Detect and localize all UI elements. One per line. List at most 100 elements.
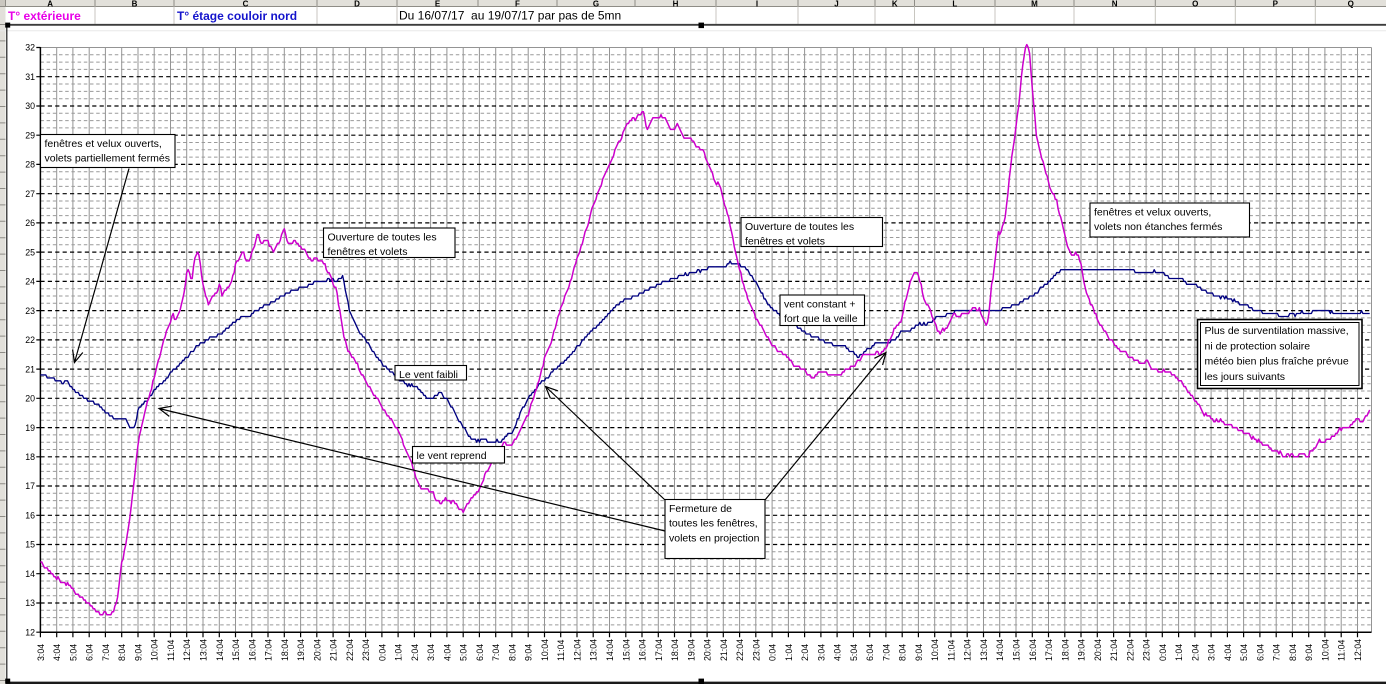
svg-text:7:04: 7:04 (1272, 644, 1282, 661)
svg-text:7:04: 7:04 (101, 644, 111, 661)
svg-text:21:04: 21:04 (719, 639, 729, 661)
svg-text:18:04: 18:04 (280, 639, 290, 661)
svg-text:21:04: 21:04 (1109, 639, 1119, 661)
svg-text:18: 18 (25, 452, 35, 462)
svg-text:fenêtres et volets: fenêtres et volets (328, 246, 408, 258)
svg-text:4:04: 4:04 (1223, 644, 1233, 661)
svg-text:14:04: 14:04 (995, 639, 1005, 661)
svg-text:3:04: 3:04 (1207, 644, 1217, 661)
svg-text:10:04: 10:04 (150, 639, 160, 661)
svg-text:E: E (435, 0, 441, 9)
svg-text:8:04: 8:04 (1288, 644, 1298, 661)
svg-text:20:04: 20:04 (312, 639, 322, 661)
svg-text:12:04: 12:04 (963, 639, 973, 661)
svg-text:8:04: 8:04 (507, 644, 517, 661)
svg-text:Du 16/07/17 au 19/07/17 par p: Du 16/07/17 au 19/07/17 par pas de 5mn (399, 9, 621, 23)
svg-text:Le vent faibli: Le vent faibli (399, 369, 458, 381)
svg-text:2:04: 2:04 (410, 644, 420, 661)
svg-text:18:04: 18:04 (1060, 639, 1070, 661)
svg-text:11:04: 11:04 (947, 640, 957, 661)
svg-text:T° étage couloir nord: T° étage couloir nord (177, 9, 297, 23)
svg-text:5:04: 5:04 (459, 644, 469, 661)
svg-text:25: 25 (25, 247, 35, 257)
svg-text:15:04: 15:04 (621, 639, 631, 661)
svg-text:6:04: 6:04 (85, 644, 95, 661)
svg-text:19:04: 19:04 (296, 639, 306, 661)
svg-text:volets en projection: volets en projection (669, 532, 760, 544)
svg-text:6:04: 6:04 (475, 644, 485, 661)
svg-text:12:04: 12:04 (1353, 639, 1363, 661)
svg-text:C: C (243, 0, 249, 9)
svg-text:32: 32 (25, 43, 35, 53)
svg-text:fenêtres et velux ouverts,: fenêtres et velux ouverts, (45, 138, 162, 150)
svg-text:16: 16 (25, 511, 35, 521)
svg-text:4:04: 4:04 (442, 644, 452, 661)
svg-text:11:04: 11:04 (1337, 640, 1347, 661)
svg-text:3:04: 3:04 (426, 644, 436, 661)
svg-text:5:04: 5:04 (68, 644, 78, 661)
svg-text:13:04: 13:04 (979, 639, 989, 661)
svg-text:J: J (834, 0, 838, 9)
svg-text:12:04: 12:04 (182, 639, 192, 661)
svg-text:0:04: 0:04 (768, 644, 778, 661)
svg-text:19:04: 19:04 (1077, 639, 1087, 661)
svg-text:10:04: 10:04 (540, 639, 550, 661)
svg-text:H: H (673, 0, 679, 9)
svg-text:1:04: 1:04 (784, 644, 794, 661)
svg-text:12: 12 (25, 627, 35, 637)
svg-text:M: M (1031, 0, 1038, 9)
svg-text:volets partiellement fermés: volets partiellement fermés (45, 153, 170, 165)
svg-text:T° extérieure: T° extérieure (8, 9, 81, 23)
svg-text:16:04: 16:04 (247, 639, 257, 661)
svg-text:0:04: 0:04 (377, 644, 387, 661)
svg-text:31: 31 (25, 72, 35, 82)
svg-text:17:04: 17:04 (264, 639, 274, 661)
svg-text:9:04: 9:04 (134, 644, 144, 661)
svg-text:15:04: 15:04 (1012, 639, 1022, 661)
svg-text:30: 30 (25, 101, 35, 111)
svg-text:19: 19 (25, 423, 35, 433)
svg-text:4:04: 4:04 (833, 644, 843, 661)
svg-text:16:04: 16:04 (1028, 639, 1038, 661)
svg-text:20:04: 20:04 (1093, 639, 1103, 661)
svg-text:10:04: 10:04 (1320, 639, 1330, 661)
svg-text:1:04: 1:04 (394, 644, 404, 661)
svg-text:23:04: 23:04 (1142, 639, 1152, 661)
svg-text:9:04: 9:04 (914, 644, 924, 661)
svg-text:4:04: 4:04 (52, 644, 62, 661)
svg-text:toutes les fenêtres,: toutes les fenêtres, (669, 518, 758, 530)
svg-text:3:04: 3:04 (816, 644, 826, 661)
svg-text:fenêtres et volets: fenêtres et volets (745, 236, 825, 248)
svg-text:20:04: 20:04 (703, 639, 713, 661)
svg-text:Ouverture de toutes les: Ouverture de toutes les (745, 221, 854, 233)
svg-text:5:04: 5:04 (849, 644, 859, 661)
svg-text:3:04: 3:04 (36, 644, 46, 661)
svg-text:21:04: 21:04 (329, 639, 339, 661)
svg-text:23:04: 23:04 (751, 639, 761, 661)
svg-text:Plus de surventilation massive: Plus de surventilation massive, (1205, 325, 1349, 337)
svg-text:volets non étanches fermés: volets non étanches fermés (1094, 221, 1222, 233)
svg-text:12:04: 12:04 (573, 639, 583, 661)
svg-text:22:04: 22:04 (345, 639, 355, 661)
svg-text:13:04: 13:04 (199, 639, 209, 661)
svg-text:K: K (892, 0, 898, 9)
svg-text:G: G (593, 0, 599, 9)
svg-text:D: D (354, 0, 360, 9)
svg-text:7:04: 7:04 (491, 644, 501, 661)
svg-text:11:04: 11:04 (556, 640, 566, 661)
svg-text:11:04: 11:04 (166, 640, 176, 661)
svg-text:fenêtres et velux ouverts,: fenêtres et velux ouverts, (1094, 206, 1211, 218)
svg-text:5:04: 5:04 (1239, 644, 1249, 661)
svg-text:2:04: 2:04 (800, 644, 810, 661)
svg-text:7:04: 7:04 (881, 644, 891, 661)
svg-text:N: N (1112, 0, 1118, 9)
svg-text:24: 24 (25, 277, 35, 287)
svg-text:16:04: 16:04 (638, 639, 648, 661)
svg-text:0:04: 0:04 (1158, 644, 1168, 661)
svg-text:20: 20 (25, 394, 35, 404)
svg-text:13: 13 (25, 598, 35, 608)
svg-text:29: 29 (25, 130, 35, 140)
svg-text:2:04: 2:04 (1190, 644, 1200, 661)
svg-text:Fermeture de: Fermeture de (669, 503, 732, 515)
svg-text:fort que la veille: fort que la veille (784, 313, 858, 325)
